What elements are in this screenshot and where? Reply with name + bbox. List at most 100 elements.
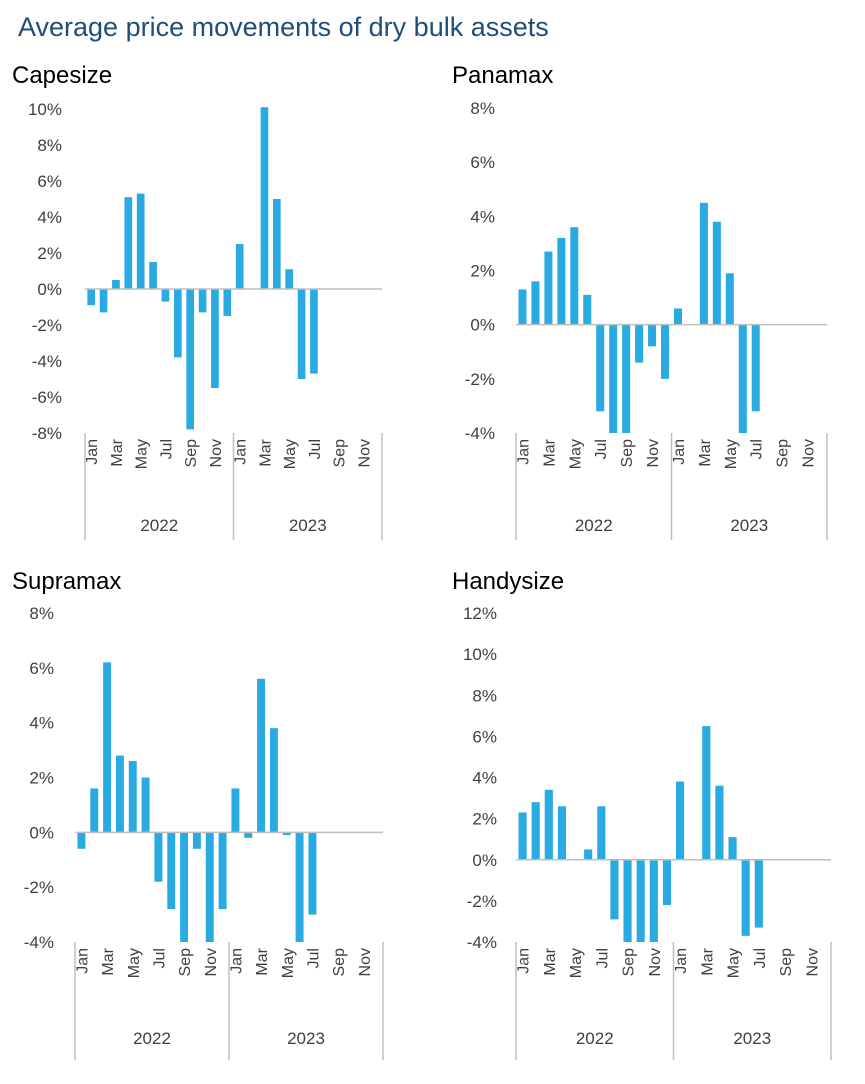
bar bbox=[662, 859, 672, 905]
x-category-label: Nov bbox=[356, 439, 373, 467]
bar bbox=[90, 788, 99, 833]
x-category-label: May bbox=[134, 439, 151, 469]
x-category-label: Jan bbox=[233, 439, 250, 465]
panamax-title: Panamax bbox=[452, 62, 554, 89]
y-tick-label: -6% bbox=[32, 388, 62, 407]
bar bbox=[675, 781, 685, 860]
x-category-label: May bbox=[568, 948, 585, 978]
bar bbox=[518, 812, 527, 860]
bar bbox=[211, 289, 219, 388]
y-tick-label: 0% bbox=[29, 823, 54, 842]
y-tick-label: 0% bbox=[470, 316, 495, 335]
y-tick-label: 2% bbox=[29, 769, 54, 788]
bar bbox=[609, 324, 618, 433]
bar bbox=[583, 294, 592, 325]
x-year-label: 2023 bbox=[730, 516, 768, 535]
x-category-label: Jan bbox=[671, 439, 688, 465]
y-tick-label: 8% bbox=[29, 604, 54, 623]
bar bbox=[161, 289, 170, 302]
bar bbox=[136, 193, 145, 289]
x-category-label: Jan bbox=[516, 948, 533, 974]
x-category-label: Mar bbox=[542, 947, 559, 975]
bar bbox=[218, 832, 227, 910]
x-category-label: Sep bbox=[621, 948, 638, 977]
x-category-label: Jan bbox=[673, 948, 690, 974]
x-category-label: Mar bbox=[257, 438, 274, 466]
x-category-label: May bbox=[726, 948, 743, 978]
y-tick-label: 2% bbox=[470, 262, 495, 281]
x-category-label: Nov bbox=[804, 948, 821, 976]
y-tick-label: 6% bbox=[470, 153, 495, 172]
y-tick-label: 8% bbox=[470, 99, 495, 118]
bar bbox=[149, 262, 157, 289]
bar bbox=[235, 244, 244, 289]
x-category-label: May bbox=[126, 948, 143, 978]
bar bbox=[754, 859, 763, 928]
x-category-label: Sep bbox=[778, 948, 795, 977]
x-category-label: Sep bbox=[619, 439, 636, 468]
bar bbox=[282, 832, 291, 836]
bar bbox=[649, 859, 658, 942]
panamax-chart: -4% -2% 0% 2% 4% 6% 8% Jan Mar May Jul Sep Nov Jan Mar… bbox=[465, 99, 828, 540]
x-year-label: 2022 bbox=[576, 1029, 614, 1048]
y-tick-label: 0% bbox=[472, 851, 497, 870]
x-category-label: Jan bbox=[74, 948, 91, 974]
y-tick-label: 4% bbox=[470, 207, 495, 226]
x-category-label: Sep bbox=[331, 948, 348, 977]
bar bbox=[180, 832, 189, 942]
bar bbox=[141, 777, 150, 833]
y-tick-label: -4% bbox=[465, 424, 495, 443]
x-category-label: Sep bbox=[177, 948, 194, 977]
bar bbox=[244, 832, 253, 838]
x-year-label: 2023 bbox=[289, 516, 327, 535]
y-tick-label: -8% bbox=[32, 424, 62, 443]
y-tick-label: -2% bbox=[465, 370, 495, 389]
y-tick-label: 12% bbox=[463, 604, 497, 623]
bar bbox=[128, 761, 137, 833]
bar bbox=[531, 802, 540, 860]
x-category-label: Mar bbox=[109, 438, 126, 466]
x-category-label: Jul bbox=[749, 439, 766, 459]
supramax-title: Supramax bbox=[12, 568, 122, 595]
bar bbox=[712, 221, 721, 325]
bar bbox=[702, 726, 711, 860]
x-category-label: Nov bbox=[801, 439, 818, 467]
y-tick-label: 2% bbox=[472, 810, 497, 829]
bar bbox=[557, 238, 566, 325]
x-category-label: Sep bbox=[183, 439, 200, 468]
bar bbox=[544, 251, 553, 325]
bar bbox=[661, 324, 670, 379]
x-category-label: Sep bbox=[332, 439, 349, 468]
bar bbox=[648, 324, 657, 347]
y-tick-label: -2% bbox=[32, 316, 62, 335]
y-tick-label: 6% bbox=[29, 659, 54, 678]
y-tick-label: -4% bbox=[24, 933, 54, 952]
bar bbox=[87, 289, 96, 306]
bar bbox=[699, 202, 708, 325]
bar bbox=[610, 859, 619, 920]
bar bbox=[154, 832, 163, 882]
x-category-label: May bbox=[567, 439, 584, 469]
bar bbox=[715, 785, 724, 860]
bar bbox=[741, 859, 750, 936]
bar bbox=[728, 837, 737, 860]
y-tick-label: -4% bbox=[32, 352, 62, 371]
bar bbox=[198, 289, 207, 313]
x-category-label: Mar bbox=[100, 947, 117, 975]
x-category-label: Mar bbox=[697, 438, 714, 466]
x-category-label: Nov bbox=[203, 948, 220, 976]
capesize-title: Capesize bbox=[12, 62, 113, 89]
y-tick-label: 4% bbox=[37, 208, 62, 227]
x-category-label: Jul bbox=[158, 439, 175, 459]
bar bbox=[623, 859, 632, 942]
capesize-chart: -8% -6% -4% -2% 0% 2% 4% 6% 8% 10% Jan Mar May Jul Sep… bbox=[28, 100, 383, 540]
bar bbox=[636, 859, 645, 942]
y-tick-label: 0% bbox=[37, 280, 62, 299]
bar bbox=[99, 289, 108, 313]
x-category-label: Jan bbox=[228, 948, 245, 974]
x-category-label: Jul bbox=[151, 948, 168, 968]
x-year-label: 2023 bbox=[287, 1029, 325, 1048]
y-tick-label: 8% bbox=[472, 686, 497, 705]
x-category-label: Mar bbox=[254, 947, 271, 975]
bar bbox=[285, 269, 294, 289]
